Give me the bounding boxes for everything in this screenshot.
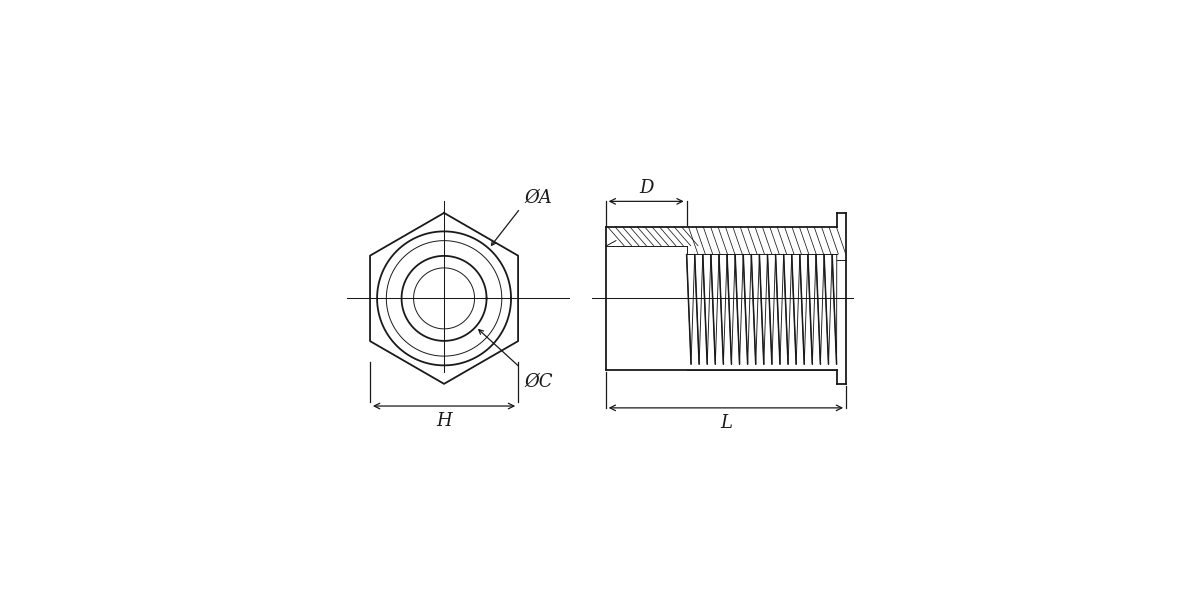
- Text: L: L: [720, 415, 732, 433]
- Text: ØC: ØC: [524, 373, 552, 391]
- Text: H: H: [436, 412, 452, 430]
- Text: D: D: [638, 179, 653, 197]
- Text: ØA: ØA: [524, 188, 552, 206]
